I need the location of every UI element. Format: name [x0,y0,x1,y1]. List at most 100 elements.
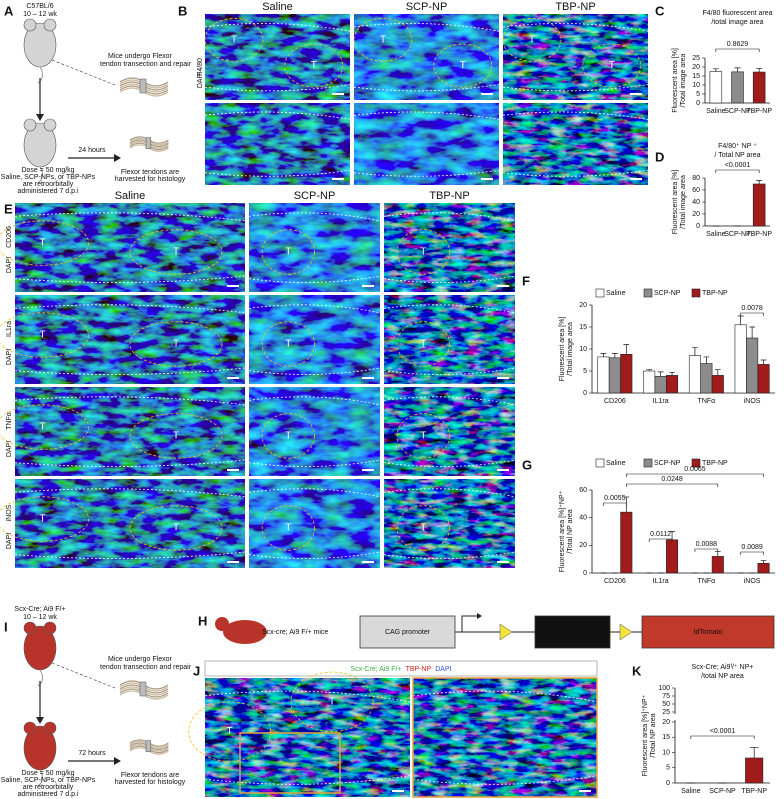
treatment-text: administered 7 d.p.i [17,791,79,798]
strain: Scx-Cre; Ai9 F/+ [14,606,65,613]
tissue-outline [383,367,516,375]
mouse-tail [37,166,44,184]
x-tick-label: Saline [706,108,726,115]
tissue-outline [383,459,516,467]
column-header: TBP-NP [555,1,595,13]
p-value: 0.8629 [727,41,749,48]
tendon-label: T [231,34,237,45]
tendon-label: T [40,422,46,433]
micrograph [503,103,648,185]
x-tick-label: CD206 [604,578,626,585]
dose-text: Dose = 50 mg/kg [21,770,74,777]
tissue-outline [412,690,598,703]
p-value: 0.0078 [741,305,763,312]
legend-label: Saline [606,460,626,467]
bar [654,375,667,394]
y-tick-label: 15 [579,324,587,331]
tissue-outline [14,551,246,559]
micrograph [249,387,380,476]
tissue-outline [383,304,516,314]
header-part: Scx-Cre; Ai9 F/+ [350,666,401,673]
arrow-head [477,613,482,619]
mouse-icon [223,620,267,644]
y-axis-label: Fluorescent area [%]⁺NP⁺ [559,490,566,572]
bar [620,353,633,394]
micrograph [205,103,350,185]
tendon-label: T [329,696,335,707]
column-header: Saline [115,190,146,202]
arrow-head [36,114,44,121]
mouse-ear [43,621,57,635]
treatment-text: are retroorbitally [23,784,74,791]
suture [145,740,152,753]
mouse-tail [37,769,44,787]
legend-swatch [595,458,605,468]
inset-box [239,732,341,794]
micrograph [384,387,515,476]
treatment-text: are retroorbitally [23,181,74,188]
error-bar [612,353,618,358]
mouse-ear [23,721,37,735]
tendon-outline [129,505,223,551]
surgery-text: Mice undergo Flexor [108,656,172,663]
x-tick-label: iNOS [744,578,761,585]
y-tick-label: 0 [696,100,700,107]
tissue-outline [14,275,246,283]
arrow-head [114,154,121,162]
loxp [619,623,633,641]
tendon-label: T [285,431,291,442]
tissue-outline [248,304,381,314]
error-bar [712,68,719,72]
tendon-label: T [609,60,615,71]
x-tick-label: TBP-NP [746,231,772,238]
panel-label: I [4,619,8,634]
x-tick-label: IL1ra [653,578,669,585]
bar [688,355,701,394]
tendon-outline [129,229,223,275]
inset-frame [412,677,598,798]
y-tick-label: 80 [692,175,700,182]
tissue-outline [502,111,649,120]
tendon-outline [129,413,223,459]
x-tick-label: TBP-NP [741,788,767,795]
y-tick-label: 50 [662,701,670,708]
legend-label: TBP-NP [702,460,728,467]
panel-label: B [178,3,187,18]
y-axis-label: Fluorescent area [%] [559,317,566,382]
error-bar [692,347,698,356]
chart-title: /total NP area [701,673,744,680]
surgery-text: tendon transection and repair [100,61,192,68]
tissue-outline [14,459,246,467]
tissue-outline [383,396,516,406]
panel-label: C [655,3,665,18]
promoter-arrow [461,615,480,632]
construct-label: Stop [565,629,580,636]
bar [597,356,610,394]
panel-label: H [198,613,207,628]
stain-label: TNFα [6,412,13,430]
legend-swatch [643,288,653,298]
y-axis-label: /Total image area [680,175,687,229]
panel-label: A [4,3,14,18]
y-tick-label: 60 [579,487,587,494]
micrograph [249,479,380,568]
tendon-outline [129,321,223,367]
tendon-outline [290,671,374,732]
axis-break [671,714,679,720]
age: 10 – 12 wk [23,11,57,18]
legend-swatch [691,288,701,298]
construct-label: CAG promoter [385,629,431,636]
error-bar [714,369,721,376]
y-tick-label: 25 [692,55,700,62]
chart-title: F4/80⁺ NP ⁺ [718,143,757,150]
tissue-outline [383,275,516,283]
error-bar [669,371,675,376]
panel-label: J [193,663,200,678]
pointer [51,662,116,689]
age: 10 – 12 wk [23,614,57,621]
tendon-label: T [420,431,426,442]
mouse-ear [43,18,57,32]
y-tick-label: 60 [692,187,700,194]
